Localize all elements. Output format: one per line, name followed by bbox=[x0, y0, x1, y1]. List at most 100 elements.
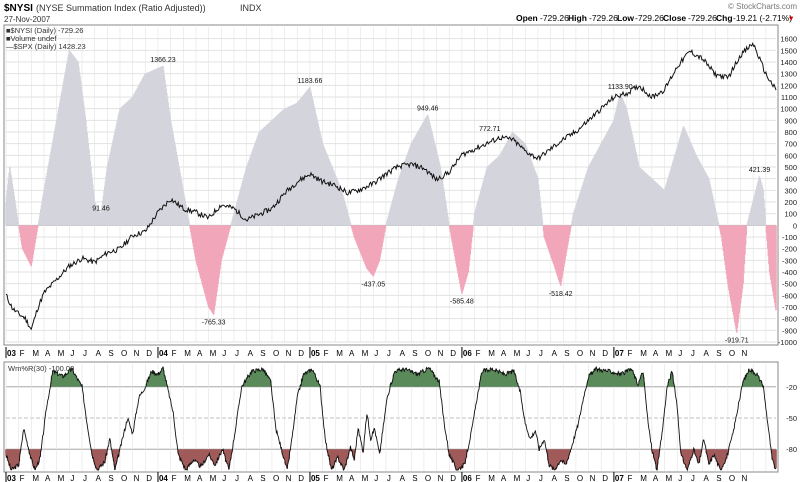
x-tick-label: M bbox=[210, 474, 217, 482]
x-tick-label: S bbox=[716, 349, 721, 358]
x-tick-label: F bbox=[628, 349, 633, 358]
annotation-label: -518.42 bbox=[549, 291, 573, 298]
x-tick-label: A bbox=[400, 474, 406, 482]
wr-line bbox=[5, 365, 777, 472]
annotation-label: -585.48 bbox=[450, 299, 474, 306]
x-tick-label: M bbox=[362, 474, 369, 482]
x-tick-label: J bbox=[235, 474, 239, 482]
x-tick-label: M bbox=[32, 349, 39, 358]
ohlc-readout: Open -729.26 High -729.26 Low -729.26 Cl… bbox=[516, 13, 794, 23]
x-tick-label: J bbox=[235, 349, 239, 358]
x-tick-label: N bbox=[742, 474, 748, 482]
x-tick-label: D bbox=[298, 349, 304, 358]
x-tick-label: F bbox=[628, 474, 633, 482]
wr-tick-label: -80 bbox=[786, 445, 797, 454]
y-tick-label: -500 bbox=[782, 280, 797, 289]
x-tick-label: A bbox=[248, 474, 254, 482]
x-tick-label: A bbox=[400, 349, 406, 358]
y-tick-label: -1000 bbox=[778, 338, 797, 347]
x-tick-label: O bbox=[273, 349, 279, 358]
y-tick-label: 900 bbox=[784, 116, 797, 125]
x-tick-label: F bbox=[476, 474, 481, 482]
y-tick-label: 1500 bbox=[780, 46, 797, 55]
x-tick-label: J bbox=[539, 474, 543, 482]
x-tick-label: F bbox=[476, 349, 481, 358]
annotation-label: -437.05 bbox=[361, 281, 385, 288]
x-tick-label: S bbox=[564, 474, 569, 482]
annotation-label: 772.71 bbox=[479, 126, 501, 133]
x-tick-label: M bbox=[666, 474, 673, 482]
x-tick-label: J bbox=[83, 349, 87, 358]
x-tick-label: M bbox=[184, 349, 191, 358]
indicator-legend: Wm%R(30) -100.00 bbox=[8, 364, 74, 373]
x-tick-label: O bbox=[729, 349, 735, 358]
x-tick-label: O bbox=[273, 474, 279, 482]
x-tick-label: O bbox=[729, 474, 735, 482]
high-value: -729.26 bbox=[589, 13, 618, 23]
x-tick-label: J bbox=[374, 349, 378, 358]
x-tick-label: S bbox=[108, 474, 113, 482]
x-tick-label: M bbox=[336, 474, 343, 482]
x-tick-label: J bbox=[678, 474, 682, 482]
symbol-name: (NYSE Summation Index (Ratio Adjusted)) bbox=[36, 3, 206, 13]
x-tick-label: J bbox=[526, 349, 530, 358]
annotation-label: 949.46 bbox=[417, 106, 439, 113]
chg-label: Chg bbox=[716, 13, 733, 23]
x-axis-bottom: 03 F M A M J J A S O N D 04 F M A M J J A S O N D 05 F M A M J J A S O N D 0… bbox=[5, 472, 748, 482]
x-tick-label: N bbox=[590, 474, 596, 482]
chg-value: -19.21 (-2.71%) bbox=[733, 13, 792, 23]
x-tick-label: J bbox=[70, 349, 74, 358]
nysi-negative-area bbox=[17, 225, 777, 333]
x-tick-label: J bbox=[526, 474, 530, 482]
x-tick-label: S bbox=[412, 474, 417, 482]
x-tick-label: A bbox=[197, 474, 203, 482]
y-tick-label: 300 bbox=[784, 186, 797, 195]
y-tick-label: 1000 bbox=[780, 105, 797, 114]
date-label: 27-Nov-2007 bbox=[4, 15, 51, 24]
x-tick-label: M bbox=[666, 349, 673, 358]
x-tick-label: J bbox=[387, 349, 391, 358]
x-tick-label: F bbox=[172, 349, 177, 358]
spx-series-line bbox=[5, 41, 777, 331]
y-tick-label: 1100 bbox=[781, 93, 797, 102]
y-tick-label: 200 bbox=[784, 198, 797, 207]
x-tick-label: J bbox=[222, 474, 226, 482]
x-tick-label: D bbox=[602, 349, 608, 358]
x-tick-label: N bbox=[438, 474, 444, 482]
x-tick-label: 03 bbox=[7, 349, 16, 358]
x-tick-label: O bbox=[577, 349, 583, 358]
spx-line bbox=[5, 41, 777, 331]
x-tick-label: M bbox=[58, 474, 65, 482]
x-tick-label: D bbox=[146, 349, 152, 358]
x-tick-label: J bbox=[691, 474, 695, 482]
x-tick-label: A bbox=[501, 349, 507, 358]
x-tick-label: A bbox=[653, 474, 659, 482]
x-tick-label: D bbox=[146, 474, 152, 482]
annotation-label: -919.71 bbox=[725, 338, 749, 345]
x-tick-label: F bbox=[172, 474, 177, 482]
high-label: High bbox=[568, 13, 587, 23]
y-tick-label: -400 bbox=[782, 268, 797, 277]
y-tick-label: 1200 bbox=[780, 81, 797, 90]
indicator-panel bbox=[3, 361, 779, 473]
x-tick-label: A bbox=[96, 349, 102, 358]
x-tick-label: M bbox=[336, 349, 343, 358]
x-tick-label: J bbox=[374, 474, 378, 482]
x-tick-label: O bbox=[121, 349, 127, 358]
x-tick-label: 06 bbox=[463, 349, 472, 358]
annotations: 91.46 1366.23 -765.33 1183.66 -437.05 949.46 7… bbox=[92, 57, 770, 345]
x-tick-label: M bbox=[640, 474, 647, 482]
x-tick-label: A bbox=[704, 474, 710, 482]
annotation-label: -765.33 bbox=[202, 320, 226, 327]
x-tick-label: A bbox=[197, 349, 203, 358]
x-tick-label: F bbox=[324, 349, 329, 358]
wr-tick-label: -50 bbox=[786, 414, 797, 423]
x-tick-label: M bbox=[32, 474, 39, 482]
x-tick-label: S bbox=[716, 474, 721, 482]
exchange-label: INDX bbox=[240, 3, 262, 13]
x-tick-label: A bbox=[552, 349, 558, 358]
x-tick-label: N bbox=[134, 349, 140, 358]
wr-tick-label: -20 bbox=[786, 383, 797, 392]
x-tick-label: F bbox=[20, 349, 25, 358]
wr-series-line bbox=[5, 365, 777, 472]
